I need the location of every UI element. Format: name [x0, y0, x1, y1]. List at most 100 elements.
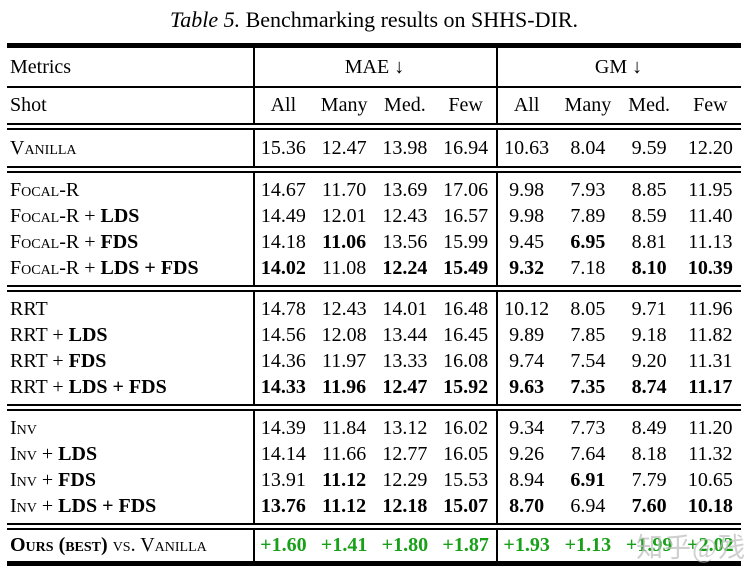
table-row: Focal-R + LDS 14.49 12.01 12.43 16.57 9.98 7.8…: [7, 203, 741, 229]
value-cell: 16.94: [443, 136, 489, 159]
table-row: RRT + LDS + FDS 14.33 11.96 12.47 15.92 9.63 7…: [7, 374, 741, 400]
caption-number: Table 5.: [169, 7, 241, 32]
value-cell: 11.70: [321, 178, 367, 201]
rule-under-metrics: [7, 86, 741, 88]
value-cell: 13.91: [260, 468, 306, 491]
value-cell: 14.49: [260, 204, 306, 227]
value-cell: 14.14: [260, 442, 306, 465]
mae-values-group: 13.91 11.12 12.29 15.53: [253, 469, 496, 492]
table-section-inv: Inv 14.39 11.84 13.12 16.02 9.34 7.73 8.49 11.20…: [7, 411, 741, 523]
value-cell: 16.57: [443, 204, 489, 227]
value-cell: 15.92: [443, 375, 489, 398]
row-label-part: Ours (best): [10, 534, 108, 556]
value-cell: 7.85: [570, 323, 606, 346]
column-header: All: [513, 94, 540, 116]
value-cell: 15.36: [260, 136, 306, 159]
value-cell: 7.60: [631, 494, 667, 517]
value-cell: 10.18: [687, 494, 733, 517]
row-label: Focal-R: [7, 179, 253, 202]
value-cell: 16.05: [443, 442, 489, 465]
value-cell: 12.20: [687, 136, 733, 159]
value-cell: 7.73: [570, 416, 606, 439]
table-row: Inv + FDS 13.91 11.12 12.29 15.53 8.94 6.91 7.7…: [7, 467, 741, 493]
row-label-part: vs. Vanilla: [107, 534, 207, 556]
value-cell: 16.48: [443, 297, 489, 320]
row-label: Focal-R + LDS + FDS: [7, 257, 253, 280]
mae-values-group: 15.36 12.47 13.98 16.94: [253, 137, 496, 160]
row-label: RRT + LDS + FDS: [7, 376, 253, 399]
row-label: Inv + LDS + FDS: [7, 495, 253, 518]
table-body: Vanilla 15.36 12.47 13.98 16.94 10.63 8.04 9.59…: [7, 123, 741, 523]
value-cell: 13.56: [382, 230, 428, 253]
value-cell: 13.12: [382, 416, 428, 439]
value-cell: 8.70: [509, 494, 545, 517]
column-header: Med.: [628, 94, 670, 116]
table-row: RRT 14.78 12.43 14.01 16.48 10.12 8.05 9.71 11.9…: [7, 296, 741, 322]
value-cell: 15.99: [443, 230, 489, 253]
value-cell: 11.40: [688, 204, 733, 227]
table-row: Vanilla 15.36 12.47 13.98 16.94 10.63 8.04 9.59…: [7, 134, 741, 162]
row-label: Inv: [7, 417, 253, 440]
value-cell: 9.45: [509, 230, 545, 253]
value-cell: 9.32: [509, 256, 545, 279]
gm-values-group: 9.98 7.89 8.59 11.40: [496, 205, 741, 228]
value-cell: 14.39: [260, 416, 306, 439]
mae-values-group: 14.18 11.06 13.56 15.99: [253, 231, 496, 254]
table-row: Inv + LDS 14.14 11.66 12.77 16.05 9.26 7.64 8.1…: [7, 441, 741, 467]
value-cell: 11.32: [688, 442, 733, 465]
value-cell: 11.08: [321, 256, 367, 279]
value-cell: 11.17: [688, 375, 733, 398]
row-label-part: Inv +: [10, 442, 59, 465]
value-cell: 11.20: [688, 416, 733, 439]
value-cell: 8.18: [631, 442, 667, 465]
improvement-cell: +1.60: [260, 534, 307, 556]
section-separator-rule: [7, 166, 741, 173]
gm-group-header: GM ↓: [496, 56, 741, 79]
improvement-cell: +2.02: [687, 534, 734, 556]
mae-label: MAE: [344, 55, 390, 78]
table-row: Focal-R 14.67 11.70 13.69 17.06 9.98 7.93 8.85 1…: [7, 177, 741, 203]
column-header: Many: [564, 94, 612, 116]
row-label-part: LDS + FDS: [68, 375, 167, 398]
table-row: Inv 14.39 11.84 13.12 16.02 9.34 7.73 8.49 11.20: [7, 415, 741, 441]
down-arrow-icon: ↓: [632, 55, 643, 78]
mae-group-header: MAE ↓: [253, 56, 496, 79]
mae-improvement-values: +1.60 +1.41 +1.80 +1.87: [253, 534, 496, 557]
row-label: RRT: [7, 298, 253, 321]
value-cell: 12.18: [382, 494, 428, 517]
value-cell: 14.67: [260, 178, 306, 201]
table-row: RRT + LDS 14.56 12.08 13.44 16.45 9.89 7.85 9.1…: [7, 322, 741, 348]
table-caption: Table 5. Benchmarking results on SHHS-DI…: [0, 0, 748, 43]
table-section-rrt: RRT 14.78 12.43 14.01 16.48 10.12 8.05 9.71 11.9…: [7, 292, 741, 404]
value-cell: 16.08: [443, 349, 489, 372]
value-cell: 13.69: [382, 178, 428, 201]
row-label: Vanilla: [7, 137, 253, 160]
shot-header-label: Shot: [10, 94, 47, 116]
row-label: Focal-R + LDS: [7, 205, 253, 228]
value-cell: 12.47: [382, 375, 428, 398]
comparison-row: Ours (best) vs. Vanilla +1.60 +1.41 +1.8…: [7, 530, 741, 561]
mae-values-group: 14.02 11.08 12.24 15.49: [253, 257, 496, 280]
mae-values-group: 14.56 12.08 13.44 16.45: [253, 324, 496, 347]
value-cell: 13.44: [382, 323, 428, 346]
row-label-part: Focal-R: [10, 178, 80, 201]
value-cell: 9.63: [509, 375, 545, 398]
column-header: All: [270, 94, 297, 116]
column-header: Med.: [384, 94, 426, 116]
value-cell: 16.02: [443, 416, 489, 439]
gm-values-group: 10.63 8.04 9.59 12.20: [496, 137, 741, 160]
value-cell: 14.18: [260, 230, 306, 253]
gm-values-group: 9.98 7.93 8.85 11.95: [496, 179, 741, 202]
table-section-vanilla: Vanilla 15.36 12.47 13.98 16.94 10.63 8.04 9.59…: [7, 130, 741, 166]
value-cell: 6.95: [570, 230, 606, 253]
metrics-header-label: Metrics: [10, 55, 72, 78]
value-cell: 9.98: [509, 204, 545, 227]
column-header: Many: [320, 94, 368, 116]
value-cell: 7.18: [570, 256, 606, 279]
value-cell: 17.06: [443, 178, 489, 201]
gm-values-group: 8.70 6.94 7.60 10.18: [496, 495, 741, 518]
row-label-part: LDS + FDS: [58, 494, 157, 517]
row-label-part: FDS: [68, 349, 107, 372]
value-cell: 12.08: [321, 323, 367, 346]
